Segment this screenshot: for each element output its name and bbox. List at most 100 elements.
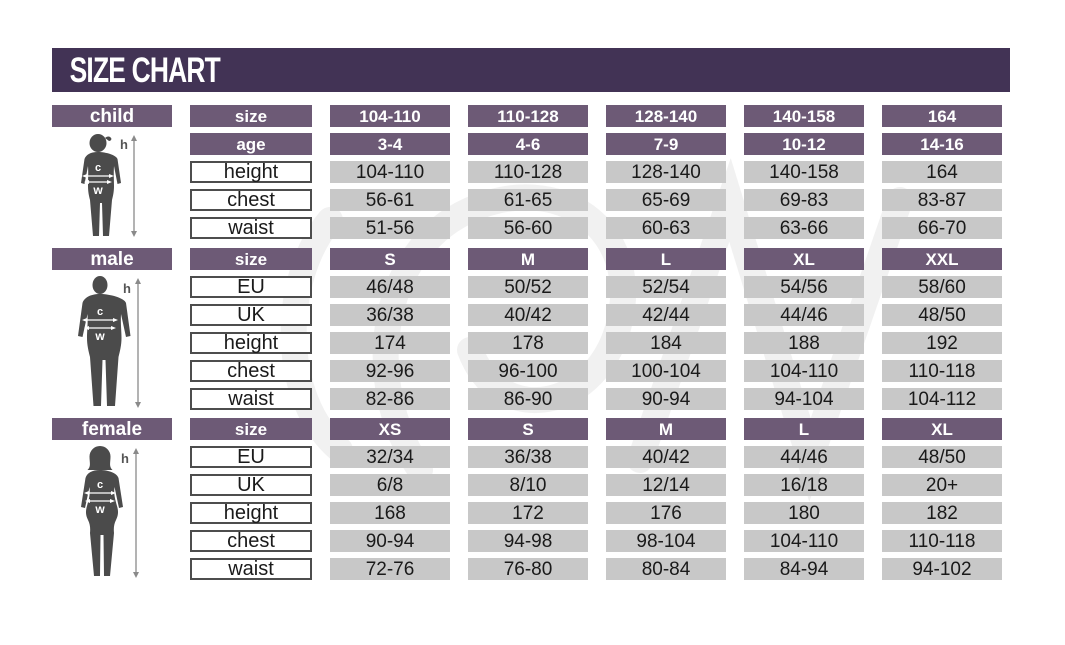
value-cell: 182 [882, 502, 1002, 524]
waist-label: w [92, 183, 103, 197]
waist-arrowheads [84, 180, 112, 184]
row-label-eu: EU [190, 276, 312, 298]
size-header-cell: M [606, 418, 726, 440]
value-cell: 44/46 [744, 304, 864, 326]
value-cell: 8/10 [468, 474, 588, 496]
size-header-cell: L [744, 418, 864, 440]
value-cell: 36/38 [468, 446, 588, 468]
age-cell: 7-9 [606, 133, 726, 155]
value-cell: 174 [330, 332, 450, 354]
female-silhouette [81, 446, 123, 576]
value-cell: 96-100 [468, 360, 588, 382]
size-header-cell: S [468, 418, 588, 440]
size-header-cell: S [330, 248, 450, 270]
value-cell: 178 [468, 332, 588, 354]
row-label-height: height [190, 332, 312, 354]
value-cell: 104-110 [330, 161, 450, 183]
value-cell: 51-56 [330, 217, 450, 239]
value-cell: 90-94 [330, 530, 450, 552]
value-cell: 90-94 [606, 388, 726, 410]
waist-arrowheads [85, 499, 115, 503]
chest-label: c [97, 479, 103, 491]
value-cell: 84-94 [744, 558, 864, 580]
value-cell: 110-118 [882, 530, 1002, 552]
title-bar: SIZE CHART [52, 48, 1010, 92]
row-label-height: height [190, 161, 312, 183]
value-cell: 61-65 [468, 189, 588, 211]
age-cell: 4-6 [468, 133, 588, 155]
waist-label: w [94, 329, 105, 343]
row-label-chest: chest [190, 189, 312, 211]
child-figure: h c w [52, 133, 172, 239]
value-cell: 32/34 [330, 446, 450, 468]
value-cell: 104-110 [744, 360, 864, 382]
page-title: SIZE CHART [69, 49, 221, 90]
value-cell: 58/60 [882, 276, 1002, 298]
height-arrowheads [131, 135, 137, 237]
value-cell: 54/56 [744, 276, 864, 298]
value-cell: 46/48 [330, 276, 450, 298]
row-label-eu: EU [190, 446, 312, 468]
value-cell: 110-128 [468, 161, 588, 183]
value-cell: 76-80 [468, 558, 588, 580]
value-cell: 69-83 [744, 189, 864, 211]
value-cell: 16/18 [744, 474, 864, 496]
row-header-size: size [190, 105, 312, 127]
chest-label: c [97, 306, 103, 318]
value-cell: 50/52 [468, 276, 588, 298]
row-label-uk: UK [190, 474, 312, 496]
value-cell: 40/42 [606, 446, 726, 468]
value-cell: 104-110 [744, 530, 864, 552]
waist-arrowheads [84, 326, 116, 330]
value-cell: 82-86 [330, 388, 450, 410]
value-cell: 140-158 [744, 161, 864, 183]
waist-label: w [94, 502, 105, 516]
section-female: female h c w size XS S M L XL EU 32/34 36/38 40/ [52, 418, 1002, 580]
size-header-cell: L [606, 248, 726, 270]
size-header-cell: 164 [882, 105, 1002, 127]
height-arrowheads [135, 278, 141, 408]
child-silhouette [81, 134, 121, 236]
section-label-female: female [52, 418, 172, 440]
value-cell: 56-61 [330, 189, 450, 211]
value-cell: 110-118 [882, 360, 1002, 382]
row-label-waist: waist [190, 217, 312, 239]
row-header-size: size [190, 248, 312, 270]
height-label: h [121, 451, 129, 466]
child-figure-icon: h c w [81, 134, 137, 237]
value-cell: 6/8 [330, 474, 450, 496]
section-label-child: child [52, 105, 172, 127]
male-figure: h c w [52, 276, 172, 410]
sections-container: child h c w size 104-110 110-128 12 [52, 105, 1065, 580]
age-cell: 14-16 [882, 133, 1002, 155]
size-header-cell: 128-140 [606, 105, 726, 127]
row-label-waist: waist [190, 558, 312, 580]
female-figure: h c w [52, 446, 172, 580]
row-label-chest: chest [190, 530, 312, 552]
size-header-cell: XL [882, 418, 1002, 440]
chest-arrowheads [84, 491, 116, 495]
value-cell: 65-69 [606, 189, 726, 211]
chest-arrowheads [82, 174, 114, 178]
value-cell: 86-90 [468, 388, 588, 410]
section-male: male h c w size S M L XL XXL EU 46/48 50/52 52/5 [52, 248, 1002, 410]
male-figure-icon: h c w [78, 276, 141, 408]
height-label: h [120, 137, 128, 152]
value-cell: 164 [882, 161, 1002, 183]
height-arrowheads [133, 448, 139, 578]
chest-arrowheads [82, 318, 118, 322]
value-cell: 188 [744, 332, 864, 354]
height-label: h [123, 281, 131, 296]
row-label-height: height [190, 502, 312, 524]
chart-content: SIZE CHART child h c w [52, 48, 1065, 580]
value-cell: 184 [606, 332, 726, 354]
value-cell: 66-70 [882, 217, 1002, 239]
row-label-uk: UK [190, 304, 312, 326]
value-cell: 60-63 [606, 217, 726, 239]
value-cell: 12/14 [606, 474, 726, 496]
value-cell: 20+ [882, 474, 1002, 496]
size-header-cell: M [468, 248, 588, 270]
size-header-cell: 110-128 [468, 105, 588, 127]
value-cell: 52/54 [606, 276, 726, 298]
